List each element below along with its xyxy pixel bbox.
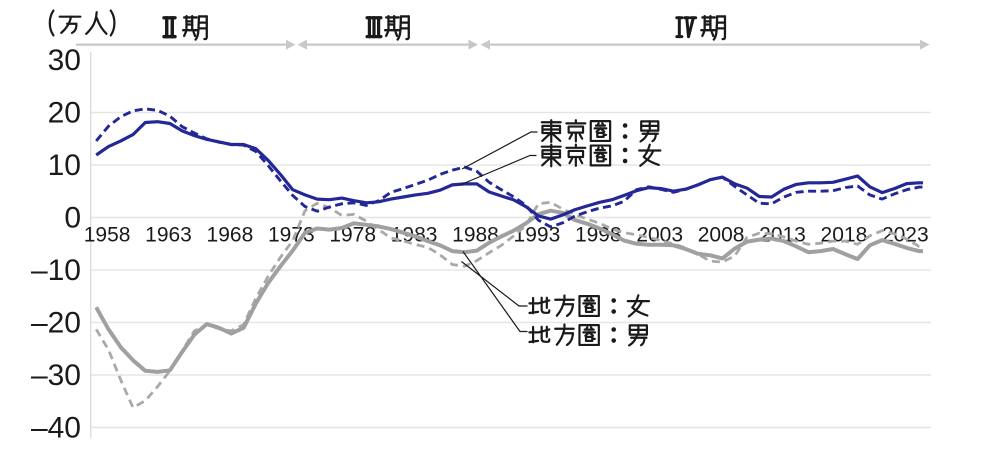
svg-text:1968: 1968: [207, 224, 254, 247]
svg-text:2013: 2013: [759, 224, 806, 247]
svg-text:10: 10: [48, 149, 81, 182]
svg-text:1993: 1993: [514, 224, 561, 247]
svg-text:1963: 1963: [145, 224, 192, 247]
svg-text:30: 30: [48, 44, 81, 77]
svg-text:–30: –30: [31, 359, 81, 392]
svg-text:0: 0: [64, 202, 81, 235]
svg-text:1988: 1988: [452, 224, 499, 247]
svg-text:1958: 1958: [84, 224, 131, 247]
svg-text:–20: –20: [31, 307, 81, 340]
svg-text:2023: 2023: [882, 224, 929, 247]
svg-text:–40: –40: [31, 412, 81, 445]
svg-text:1973: 1973: [268, 224, 315, 247]
svg-text:1998: 1998: [575, 224, 622, 247]
svg-text:2008: 2008: [698, 224, 745, 247]
svg-text:20: 20: [48, 97, 81, 130]
svg-text:2003: 2003: [636, 224, 683, 247]
svg-text:–10: –10: [31, 254, 81, 287]
